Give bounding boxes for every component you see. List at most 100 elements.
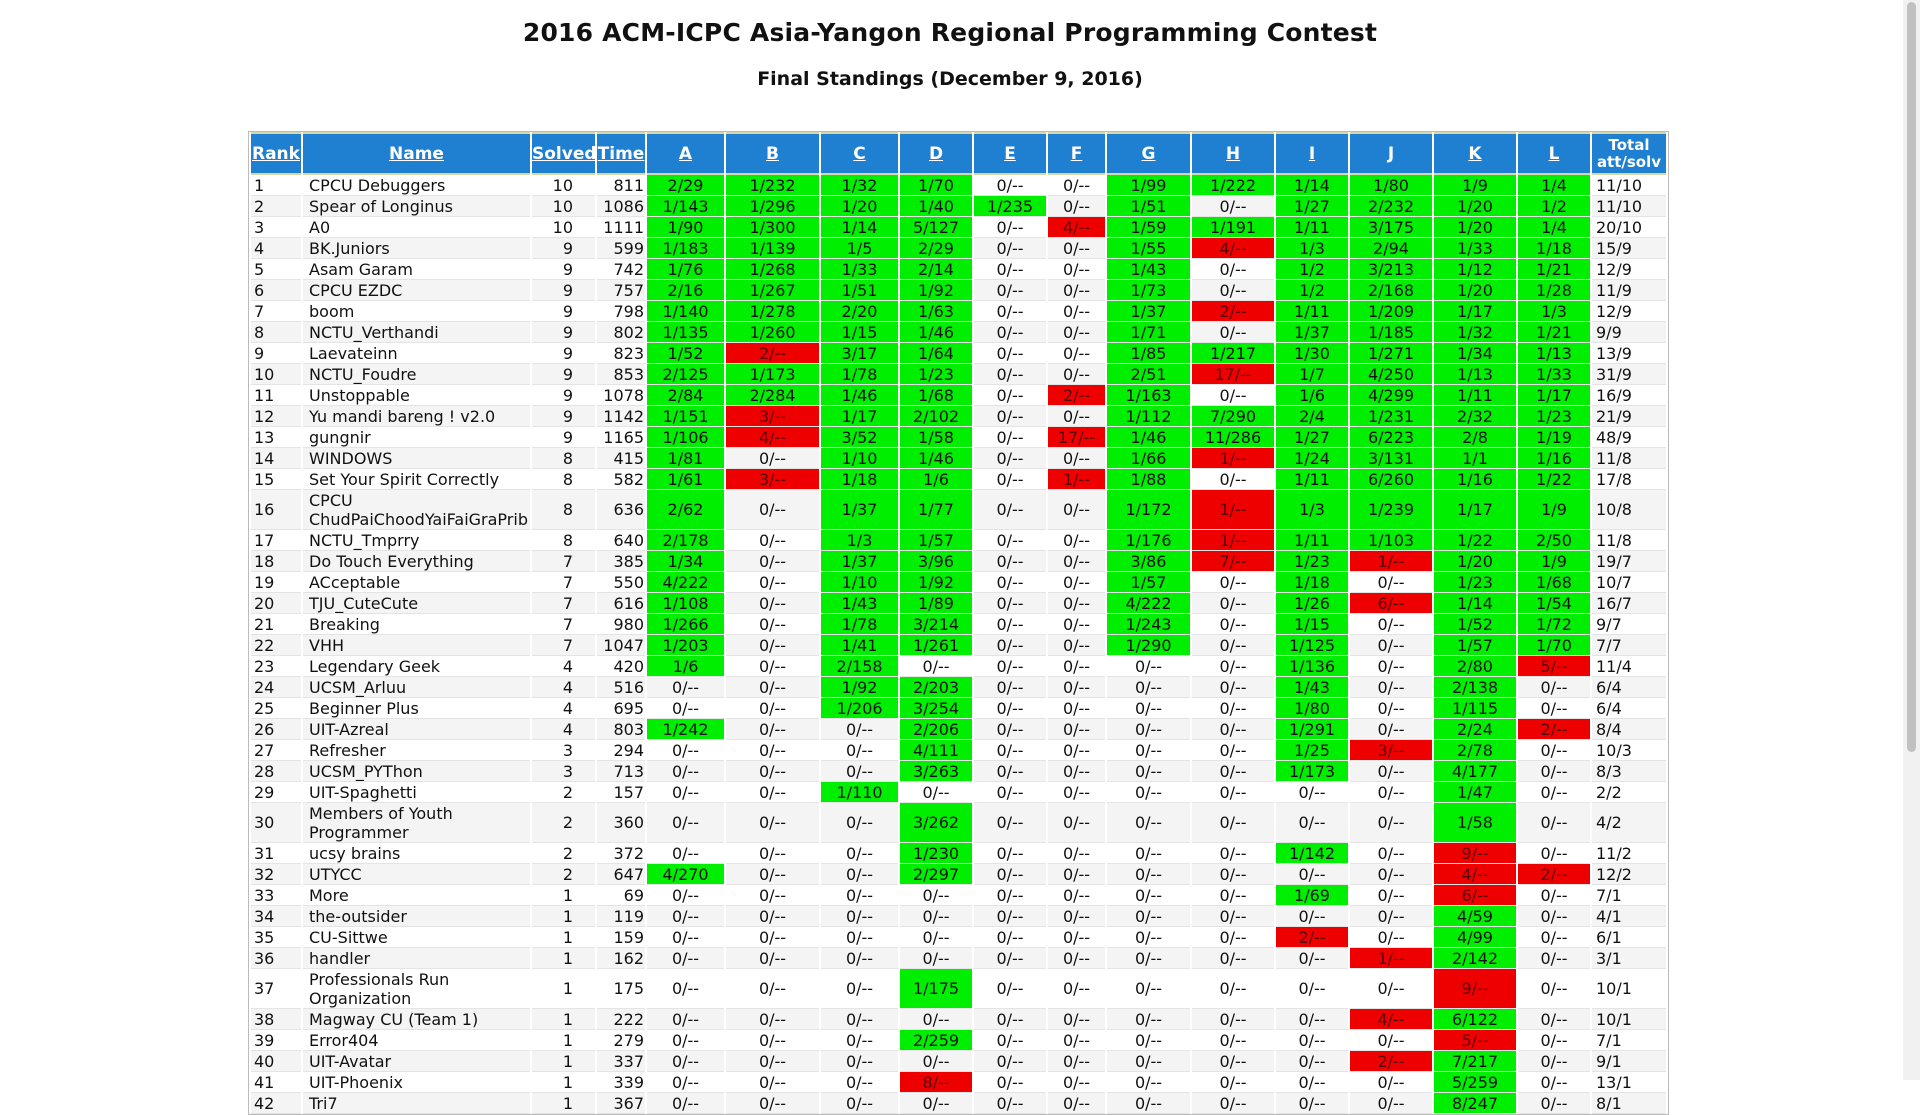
problem-j-cell: 4/250 — [1350, 364, 1432, 385]
problem-c-cell: 0/-- — [821, 864, 898, 885]
problem-b-cell: 0/-- — [726, 635, 819, 656]
problem-c-cell: 1/37 — [821, 490, 898, 530]
column-header-name[interactable]: Name — [303, 132, 530, 175]
column-header-problem-j[interactable]: J — [1350, 132, 1432, 175]
problem-d-cell: 0/-- — [900, 927, 972, 948]
problem-c-cell: 1/3 — [821, 530, 898, 551]
sort-link-problem-a[interactable]: A — [678, 143, 693, 164]
problem-l-cell: 0/-- — [1518, 927, 1590, 948]
problem-h-cell: 0/-- — [1192, 843, 1274, 864]
team-name-cell: TJU_CuteCute — [303, 593, 530, 614]
problem-i-cell: 1/30 — [1276, 343, 1348, 364]
sort-link-problem-i[interactable]: I — [1308, 143, 1316, 164]
problem-e-cell: 1/235 — [974, 196, 1046, 217]
column-header-problem-f[interactable]: F — [1048, 132, 1105, 175]
problem-h-cell: 1/-- — [1192, 490, 1274, 530]
problem-d-cell: 0/-- — [900, 1051, 972, 1072]
column-header-problem-i[interactable]: I — [1276, 132, 1348, 175]
problem-d-cell: 3/214 — [900, 614, 972, 635]
table-row: 3 A0 10 1111 1/90 1/300 1/14 5/127 0/-- 4/-- 1/59 1… — [251, 217, 1666, 238]
column-header-problem-e[interactable]: E — [974, 132, 1046, 175]
problem-k-cell: 4/99 — [1434, 927, 1516, 948]
column-header-solved[interactable]: Solved — [532, 132, 597, 175]
vertical-scrollbar[interactable] — [1903, 0, 1920, 1080]
problem-c-cell: 1/15 — [821, 322, 898, 343]
penalty-time-cell: 367 — [597, 1093, 645, 1114]
problem-d-cell: 2/14 — [900, 259, 972, 280]
table-row: 37 Professionals Run Organization 1 175 0/--… — [251, 969, 1666, 1009]
column-header-problem-k[interactable]: K — [1434, 132, 1516, 175]
total-att-solv-cell: 8/3 — [1592, 761, 1666, 782]
solved-count-cell: 2 — [532, 864, 595, 885]
column-header-problem-c[interactable]: C — [821, 132, 898, 175]
sort-link-problem-f[interactable]: F — [1070, 143, 1083, 164]
problem-k-cell: 1/23 — [1434, 572, 1516, 593]
problem-d-cell: 1/261 — [900, 635, 972, 656]
problem-d-cell: 0/-- — [900, 656, 972, 677]
column-header-problem-d[interactable]: D — [900, 132, 972, 175]
problem-a-cell: 0/-- — [647, 885, 724, 906]
problem-e-cell: 0/-- — [974, 698, 1046, 719]
sort-link-problem-l[interactable]: L — [1548, 143, 1560, 164]
problem-h-cell: 0/-- — [1192, 635, 1274, 656]
rank-cell: 13 — [251, 427, 301, 448]
total-header-line1: Total — [1608, 135, 1650, 154]
rank-cell: 9 — [251, 343, 301, 364]
rank-cell: 10 — [251, 364, 301, 385]
column-header-problem-h[interactable]: H — [1192, 132, 1274, 175]
problem-j-cell: 0/-- — [1350, 969, 1432, 1009]
column-header-problem-g[interactable]: G — [1107, 132, 1190, 175]
sort-link-problem-g[interactable]: G — [1141, 143, 1156, 164]
column-header-problem-a[interactable]: A — [647, 132, 724, 175]
penalty-time-cell: 823 — [597, 343, 645, 364]
column-header-problem-l[interactable]: L — [1518, 132, 1590, 175]
sort-link-problem-k[interactable]: K — [1468, 143, 1482, 164]
problem-l-cell: 1/9 — [1518, 490, 1590, 530]
problem-i-cell: 1/125 — [1276, 635, 1348, 656]
total-att-solv-cell: 19/7 — [1592, 551, 1666, 572]
total-att-solv-cell: 13/9 — [1592, 343, 1666, 364]
column-header-total: Total att/solv — [1592, 132, 1666, 175]
problem-e-cell: 0/-- — [974, 803, 1046, 843]
solved-count-cell: 10 — [532, 196, 595, 217]
problem-g-cell: 1/112 — [1107, 406, 1190, 427]
sort-link-solved[interactable]: Solved — [532, 143, 597, 164]
problem-f-cell: 0/-- — [1048, 635, 1105, 656]
scrollbar-thumb[interactable] — [1907, 2, 1916, 752]
problem-k-cell: 1/16 — [1434, 469, 1516, 490]
sort-link-problem-e[interactable]: E — [1004, 143, 1016, 164]
problem-a-cell: 0/-- — [647, 843, 724, 864]
column-header-time[interactable]: Time — [597, 132, 645, 175]
sort-link-time[interactable]: Time — [597, 143, 645, 164]
problem-g-cell: 1/51 — [1107, 196, 1190, 217]
problem-j-cell: 0/-- — [1350, 761, 1432, 782]
problem-g-cell: 1/46 — [1107, 427, 1190, 448]
problem-d-cell: 2/102 — [900, 406, 972, 427]
penalty-time-cell: 162 — [597, 948, 645, 969]
team-name-cell: UIT-Phoenix — [303, 1072, 530, 1093]
table-row: 8 NCTU_Verthandi 9 802 1/135 1/260 1/15 1/46 0/-… — [251, 322, 1666, 343]
rank-cell: 6 — [251, 280, 301, 301]
sort-link-name[interactable]: Name — [389, 143, 444, 164]
sort-link-rank[interactable]: Rank — [252, 143, 300, 164]
sort-link-problem-b[interactable]: B — [766, 143, 779, 164]
total-att-solv-cell: 20/10 — [1592, 217, 1666, 238]
problem-i-cell: 0/-- — [1276, 1093, 1348, 1114]
sort-link-problem-h[interactable]: H — [1225, 143, 1241, 164]
problem-b-cell: 0/-- — [726, 803, 819, 843]
column-header-problem-b[interactable]: B — [726, 132, 819, 175]
problem-c-cell: 1/41 — [821, 635, 898, 656]
problem-i-cell: 1/69 — [1276, 885, 1348, 906]
problem-b-cell: 0/-- — [726, 698, 819, 719]
team-name-cell: Set Your Spirit Correctly — [303, 469, 530, 490]
problem-l-cell: 0/-- — [1518, 1093, 1590, 1114]
problem-a-cell: 1/6 — [647, 656, 724, 677]
rank-cell: 20 — [251, 593, 301, 614]
sort-link-problem-j[interactable]: J — [1387, 143, 1395, 164]
table-row: 28 UCSM_PYThon 3 713 0/-- 0/-- 0/-- 3/263 0/-- 0/… — [251, 761, 1666, 782]
problem-j-cell: 0/-- — [1350, 1030, 1432, 1051]
column-header-rank[interactable]: Rank — [251, 132, 301, 175]
sort-link-problem-c[interactable]: C — [853, 143, 866, 164]
problem-d-cell: 3/96 — [900, 551, 972, 572]
sort-link-problem-d[interactable]: D — [928, 143, 944, 164]
